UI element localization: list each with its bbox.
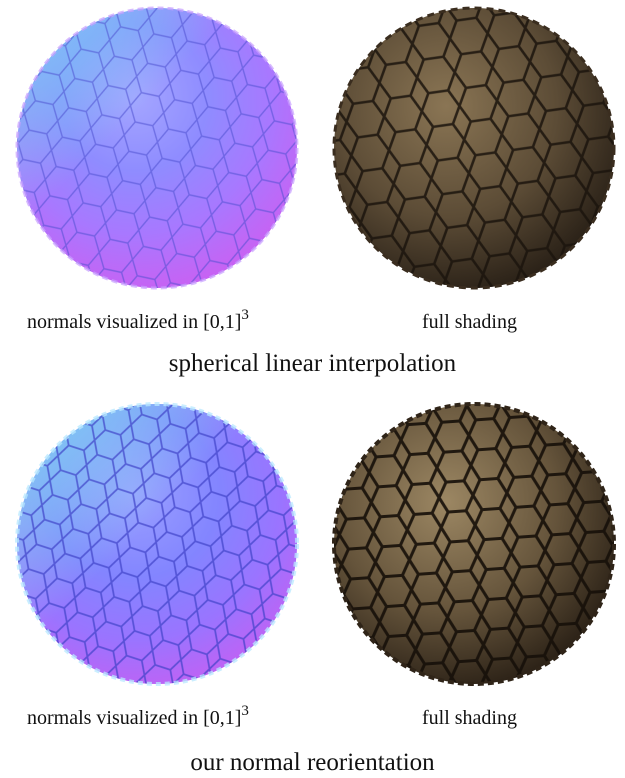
left-label-text: normals visualized in [0,1] (27, 707, 242, 729)
normal-map-sphere-slerp (13, 4, 301, 292)
shaded-stone-sphere-reorientation (330, 400, 618, 688)
right-label-bottom: full shading (422, 707, 517, 729)
left-label-superscript: 3 (241, 307, 249, 323)
left-label-top: normals visualized in [0,1]3 (27, 308, 249, 333)
right-label-top: full shading (422, 311, 517, 333)
caption-top: spherical linear interpolation (168, 350, 457, 377)
left-label-superscript: 3 (241, 703, 249, 719)
shaded-stone-sphere-slerp (330, 4, 618, 292)
caption-bottom: our normal reorientation (190, 749, 435, 776)
normal-map-sphere-reorientation (13, 400, 301, 688)
left-label-bottom: normals visualized in [0,1]3 (27, 704, 249, 729)
left-label-text: normals visualized in [0,1] (27, 311, 242, 333)
